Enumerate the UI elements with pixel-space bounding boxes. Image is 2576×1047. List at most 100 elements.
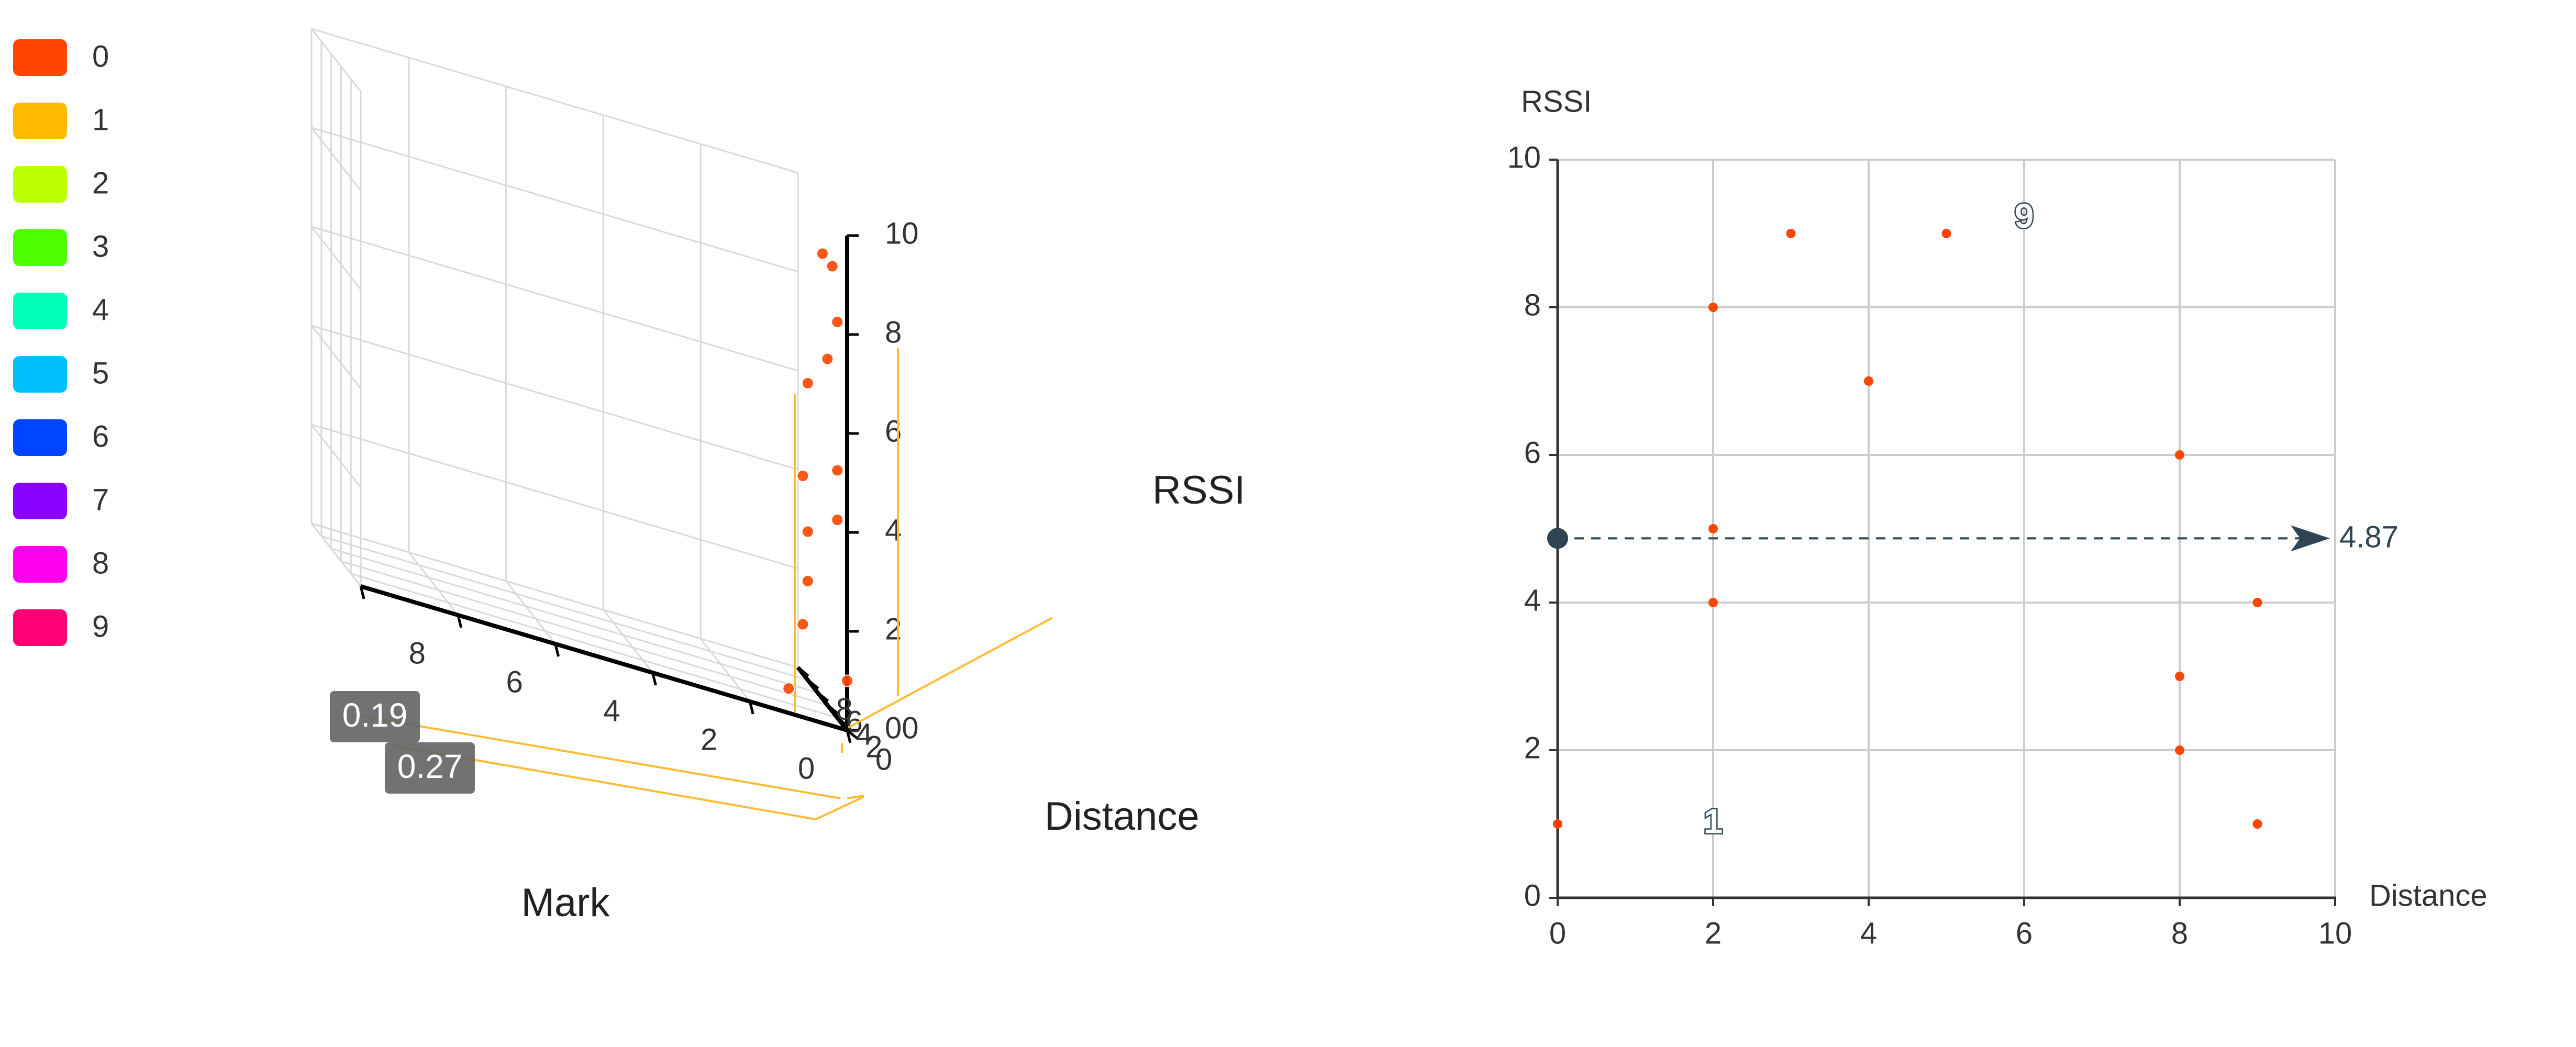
distance-tick-label: 2 — [865, 730, 882, 764]
legend-label: 4 — [92, 293, 109, 327]
gridline — [350, 573, 838, 719]
scatter-point[interactable] — [2175, 672, 2184, 681]
legend-label: 3 — [92, 229, 109, 263]
scatter-point[interactable] — [1708, 303, 1718, 312]
mark-tick — [748, 701, 754, 715]
legend-swatch — [13, 103, 67, 139]
legend-label: 0 — [92, 39, 109, 73]
gridline — [310, 127, 362, 191]
scatter-point[interactable] — [831, 514, 844, 526]
scatter-point[interactable] — [2252, 819, 2262, 829]
axis-pointer-line — [361, 715, 841, 799]
scatter-point[interactable] — [2175, 745, 2184, 755]
scatter-point[interactable] — [801, 575, 814, 587]
legend-item-8[interactable]: 8 — [13, 546, 109, 583]
scatter-point[interactable] — [796, 470, 809, 482]
axis-pointer-label-mark: 0.27 — [385, 742, 475, 794]
scatter-point[interactable] — [1553, 819, 1562, 829]
legend-item-5[interactable]: 5 — [13, 356, 109, 393]
mark-tick-label: 6 — [506, 665, 523, 699]
scatter-point[interactable] — [801, 525, 814, 538]
scatter-point[interactable] — [2252, 598, 2262, 607]
distance-tick — [797, 666, 809, 677]
legend-swatch — [13, 229, 67, 266]
gridline — [505, 581, 556, 644]
rssi-tick-label: 00 — [885, 711, 919, 745]
scatter-point[interactable] — [821, 352, 834, 365]
mark-tick-label: 0 — [798, 751, 815, 785]
x-axis-name: Distance — [2369, 878, 2488, 912]
gridline — [321, 535, 808, 681]
gridline — [700, 638, 751, 702]
gridline — [340, 560, 828, 706]
legend-swatch — [13, 609, 67, 646]
scatter-point[interactable] — [841, 674, 853, 687]
scatter-point[interactable] — [1864, 376, 1873, 386]
legend-label: 7 — [92, 483, 109, 517]
mark-tick — [457, 615, 463, 628]
distance-tick-label: 0 — [875, 742, 892, 776]
y-tick-label: 2 — [1524, 731, 1541, 765]
scatter-point[interactable] — [1941, 229, 1951, 238]
gridline — [310, 28, 362, 92]
x-tick-label: 2 — [1705, 916, 1722, 950]
gridline — [311, 28, 798, 174]
y-tick-label: 0 — [1524, 878, 1541, 912]
scatter-point[interactable] — [796, 618, 809, 631]
visual-map-legend: 0 1 2 3 4 5 6 7 8 9 — [13, 39, 109, 646]
legend-label: 2 — [92, 166, 109, 200]
mark-tick — [846, 730, 852, 743]
legend-swatch — [13, 546, 67, 583]
gridline — [311, 424, 798, 570]
scatter-3d-chart: 002468100246802468RSSIDistanceMark0.190.… — [310, 28, 1245, 925]
distance-tick-label: 8 — [836, 692, 853, 726]
mark-tick-label: 4 — [603, 694, 620, 728]
legend-item-0[interactable]: 0 — [13, 39, 109, 76]
mark-tick-label: 2 — [701, 722, 717, 756]
legend-label: 6 — [92, 419, 109, 453]
gridline — [310, 424, 362, 488]
y-tick-label: 8 — [1524, 288, 1541, 322]
legend-label: 5 — [92, 356, 109, 390]
legend-item-1[interactable]: 1 — [13, 103, 109, 139]
scatter-point[interactable] — [801, 377, 814, 389]
scatter-point[interactable] — [816, 247, 829, 260]
scatter-point[interactable] — [1708, 598, 1718, 607]
gridline — [310, 226, 362, 290]
axis-pointer-badge-box — [330, 691, 420, 742]
scatter-point[interactable] — [782, 682, 795, 695]
legend-item-7[interactable]: 7 — [13, 483, 109, 519]
reference-line-label: 4.87 — [2339, 520, 2399, 554]
mark-tick — [651, 672, 657, 686]
legend-swatch — [13, 39, 67, 76]
mark-point-label: 1 — [1704, 801, 1723, 840]
legend-item-3[interactable]: 3 — [13, 229, 109, 266]
legend-item-6[interactable]: 6 — [13, 419, 109, 456]
distance-tick — [826, 704, 839, 715]
axis-pointer-line — [847, 795, 864, 799]
points-3d — [782, 247, 853, 695]
scatter-point[interactable] — [2175, 450, 2184, 460]
legend-item-2[interactable]: 2 — [13, 166, 109, 203]
y-tick-label: 6 — [1524, 436, 1541, 470]
mark-tick-label: 8 — [409, 636, 426, 670]
mark-point-label: 9 — [2015, 196, 2034, 235]
distance-tick — [846, 729, 859, 740]
gridline — [311, 325, 798, 471]
legend-item-9[interactable]: 9 — [13, 609, 109, 646]
legend-swatch — [13, 483, 67, 519]
axis-pointer-badge-text: 0.19 — [342, 696, 408, 734]
scatter-point[interactable] — [1708, 524, 1718, 533]
scatter-point[interactable] — [831, 316, 844, 328]
mark-tick — [554, 643, 560, 657]
gridline — [408, 552, 459, 616]
legend-swatch — [13, 166, 67, 203]
x-tick-label: 4 — [1860, 916, 1877, 950]
scatter-point[interactable] — [1786, 229, 1796, 238]
legend-item-4[interactable]: 4 — [13, 293, 109, 329]
scatter-point[interactable] — [826, 260, 839, 273]
x-tick-label: 8 — [2171, 916, 2188, 950]
scatter-point[interactable] — [831, 464, 844, 477]
